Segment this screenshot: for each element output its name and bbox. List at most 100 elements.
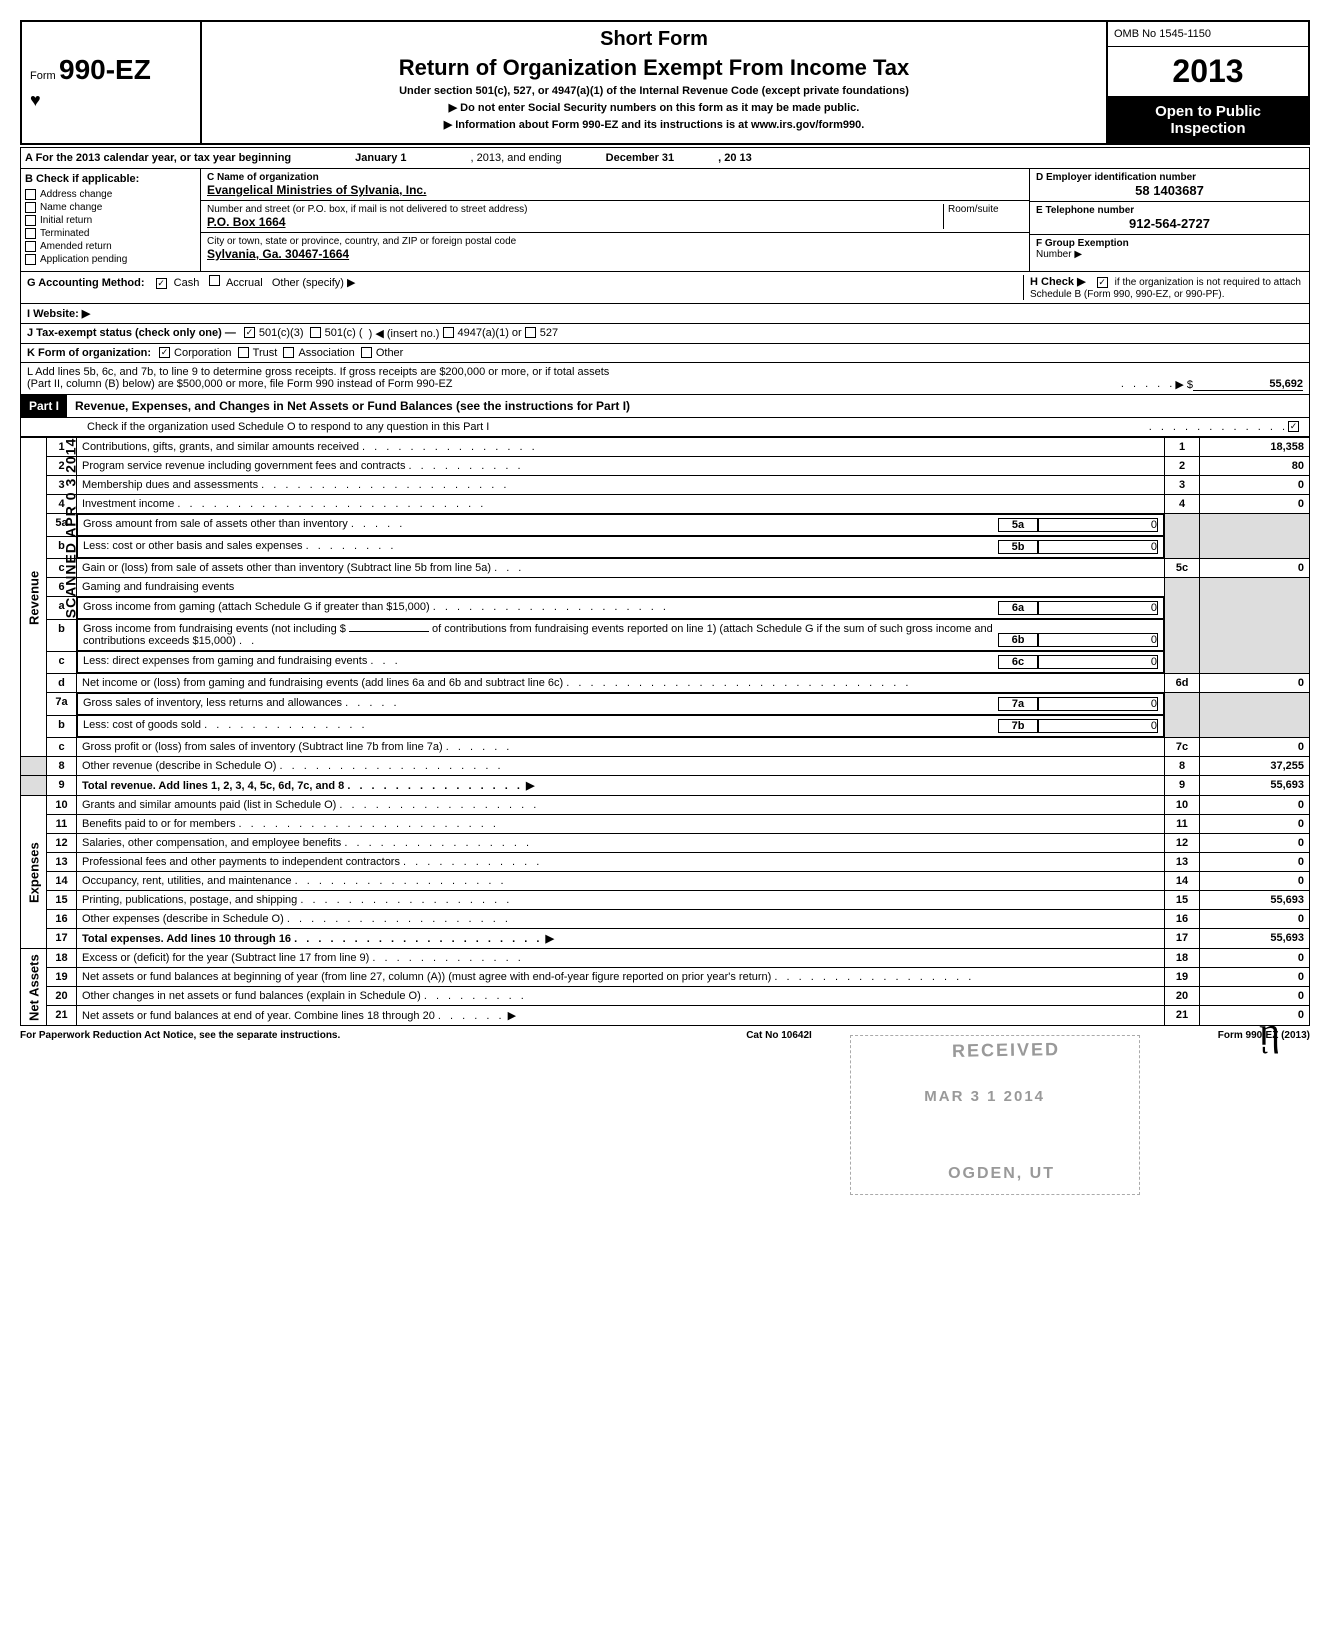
line12-val: 0 <box>1200 834 1310 853</box>
scanned-stamp: SCANNED APR 0 3 2014 <box>62 438 78 619</box>
year-suffix: , 20 13 <box>714 148 756 168</box>
section-c-label: C Name of organization <box>207 172 319 183</box>
section-f-label: F Group Exemption <box>1036 238 1129 249</box>
line17-val: 55,693 <box>1200 929 1310 949</box>
line5b-mid: 0 <box>1038 540 1158 554</box>
line6d-desc: Net income or (loss) from gaming and fun… <box>82 677 563 689</box>
checkbox-corp[interactable]: ✓ <box>159 347 170 358</box>
check-pending: Application pending <box>40 254 127 265</box>
line14-desc: Occupancy, rent, utilities, and maintena… <box>82 875 292 887</box>
section-k-label: K Form of organization: <box>27 347 151 359</box>
line13-val: 0 <box>1200 853 1310 872</box>
checkbox-501c[interactable] <box>310 327 321 338</box>
main-title: Return of Organization Exempt From Incom… <box>208 55 1100 81</box>
section-j-label: J Tax-exempt status (check only one) — <box>27 327 236 340</box>
section-f-label2: Number ▶ <box>1036 249 1082 260</box>
form-prefix: Form <box>30 70 56 82</box>
checkbox-501c3[interactable]: ✓ <box>244 327 255 338</box>
subtitle: Under section 501(c), 527, or 4947(a)(1)… <box>208 85 1100 97</box>
line7b-desc: Less: cost of goods sold <box>83 719 201 731</box>
line16-desc: Other expenses (describe in Schedule O) <box>82 913 284 925</box>
netassets-sidelabel: Net Assets <box>21 949 47 1026</box>
line12-desc: Salaries, other compensation, and employ… <box>82 837 341 849</box>
line21-val: 0 <box>1200 1006 1310 1026</box>
section-i-label: I Website: ▶ <box>27 307 90 320</box>
cash-label: Cash <box>174 277 200 289</box>
line6c-mid: 0 <box>1038 655 1158 669</box>
line6d-val: 0 <box>1200 674 1310 693</box>
begin-date: January 1 <box>295 148 466 168</box>
short-form-title: Short Form <box>208 28 1100 51</box>
addr-label: Number and street (or P.O. box, if mail … <box>207 204 528 215</box>
ein-value: 58 1403687 <box>1036 183 1303 198</box>
line1-val: 18,358 <box>1200 438 1310 457</box>
checkbox-assoc[interactable] <box>283 347 294 358</box>
line7a-desc: Gross sales of inventory, less returns a… <box>83 697 342 709</box>
checkbox-initial[interactable] <box>25 215 36 226</box>
footer-left: For Paperwork Reduction Act Notice, see … <box>20 1030 340 1041</box>
check-term: Terminated <box>40 228 89 239</box>
checkbox-amended[interactable] <box>25 241 36 252</box>
checkbox-4947[interactable] <box>443 327 454 338</box>
checkbox-address[interactable] <box>25 189 36 200</box>
org-name: Evangelical Ministries of Sylvania, Inc. <box>207 183 426 197</box>
line20-desc: Other changes in net assets or fund bala… <box>82 990 421 1002</box>
line6a-mid: 0 <box>1038 601 1158 615</box>
notice-2: ▶ Information about Form 990-EZ and its … <box>208 118 1100 131</box>
line7a-mid: 0 <box>1038 697 1158 711</box>
line7c-val: 0 <box>1200 738 1310 757</box>
k-trust: Trust <box>253 347 278 359</box>
j-opt2b: ) ◀ (insert no.) <box>369 327 440 340</box>
signature: ῃ <box>1259 1008 1280 1055</box>
line5b-desc: Less: cost or other basis and sales expe… <box>83 540 303 552</box>
section-l-arrow: ▶ $ <box>1175 378 1193 391</box>
checkbox-cash[interactable]: ✓ <box>156 278 167 289</box>
date-stamp: MAR 3 1 2014 <box>924 1088 1045 1105</box>
check-amended: Amended return <box>40 241 112 252</box>
line19-desc: Net assets or fund balances at beginning… <box>82 971 771 983</box>
section-h-label: H Check ▶ <box>1030 276 1086 288</box>
j-opt3: 4947(a)(1) or <box>458 327 522 340</box>
checkbox-accrual[interactable] <box>209 275 220 286</box>
po-box: P.O. Box 1664 <box>207 215 286 229</box>
line10-val: 0 <box>1200 796 1310 815</box>
checkbox-other[interactable] <box>361 347 372 358</box>
line20-val: 0 <box>1200 987 1310 1006</box>
section-b: B Check if applicable: Address change Na… <box>21 169 201 271</box>
checkbox-part1[interactable]: ✓ <box>1288 421 1299 432</box>
checkbox-h[interactable]: ✓ <box>1097 277 1108 288</box>
ogden-stamp: OGDEN, UT <box>948 1165 1055 1183</box>
line16-val: 0 <box>1200 910 1310 929</box>
line6a-desc: Gross income from gaming (attach Schedul… <box>83 601 430 613</box>
section-b-label: B Check if applicable: <box>25 173 196 185</box>
checkbox-pending[interactable] <box>25 254 36 265</box>
phone-value: 912-564-2727 <box>1036 216 1303 231</box>
line9-desc: Total revenue. Add lines 1, 2, 3, 4, 5c,… <box>82 780 344 792</box>
public-line2: Inspection <box>1114 120 1302 137</box>
line18-val: 0 <box>1200 949 1310 968</box>
j-opt4: 527 <box>540 327 558 340</box>
footer-center: Cat No 10642I <box>746 1030 812 1041</box>
checkbox-527[interactable] <box>525 327 536 338</box>
section-g-label: G Accounting Method: <box>27 277 145 289</box>
line7b-mid: 0 <box>1038 719 1158 733</box>
line5c-val: 0 <box>1200 559 1310 578</box>
line10-desc: Grants and similar amounts paid (list in… <box>82 799 336 811</box>
room-label: Room/suite <box>943 204 1023 229</box>
revenue-sidelabel: Revenue <box>21 438 47 757</box>
omb-number: OMB No 1545-1150 <box>1108 22 1308 47</box>
other-label: Other (specify) ▶ <box>272 277 356 289</box>
expenses-sidelabel: Expenses <box>21 796 47 949</box>
section-a-label: A For the 2013 calendar year, or tax yea… <box>21 148 295 168</box>
checkbox-trust[interactable] <box>238 347 249 358</box>
checkbox-name[interactable] <box>25 202 36 213</box>
section-d-label: D Employer identification number <box>1036 172 1196 183</box>
line7c-desc: Gross profit or (loss) from sales of inv… <box>82 741 443 753</box>
section-l-value: 55,692 <box>1193 378 1303 391</box>
line6c-desc: Less: direct expenses from gaming and fu… <box>83 655 367 667</box>
checkbox-terminated[interactable] <box>25 228 36 239</box>
part1-check-text: Check if the organization used Schedule … <box>27 421 1149 433</box>
check-name: Name change <box>40 202 102 213</box>
public-line1: Open to Public <box>1114 103 1302 120</box>
line15-val: 55,693 <box>1200 891 1310 910</box>
